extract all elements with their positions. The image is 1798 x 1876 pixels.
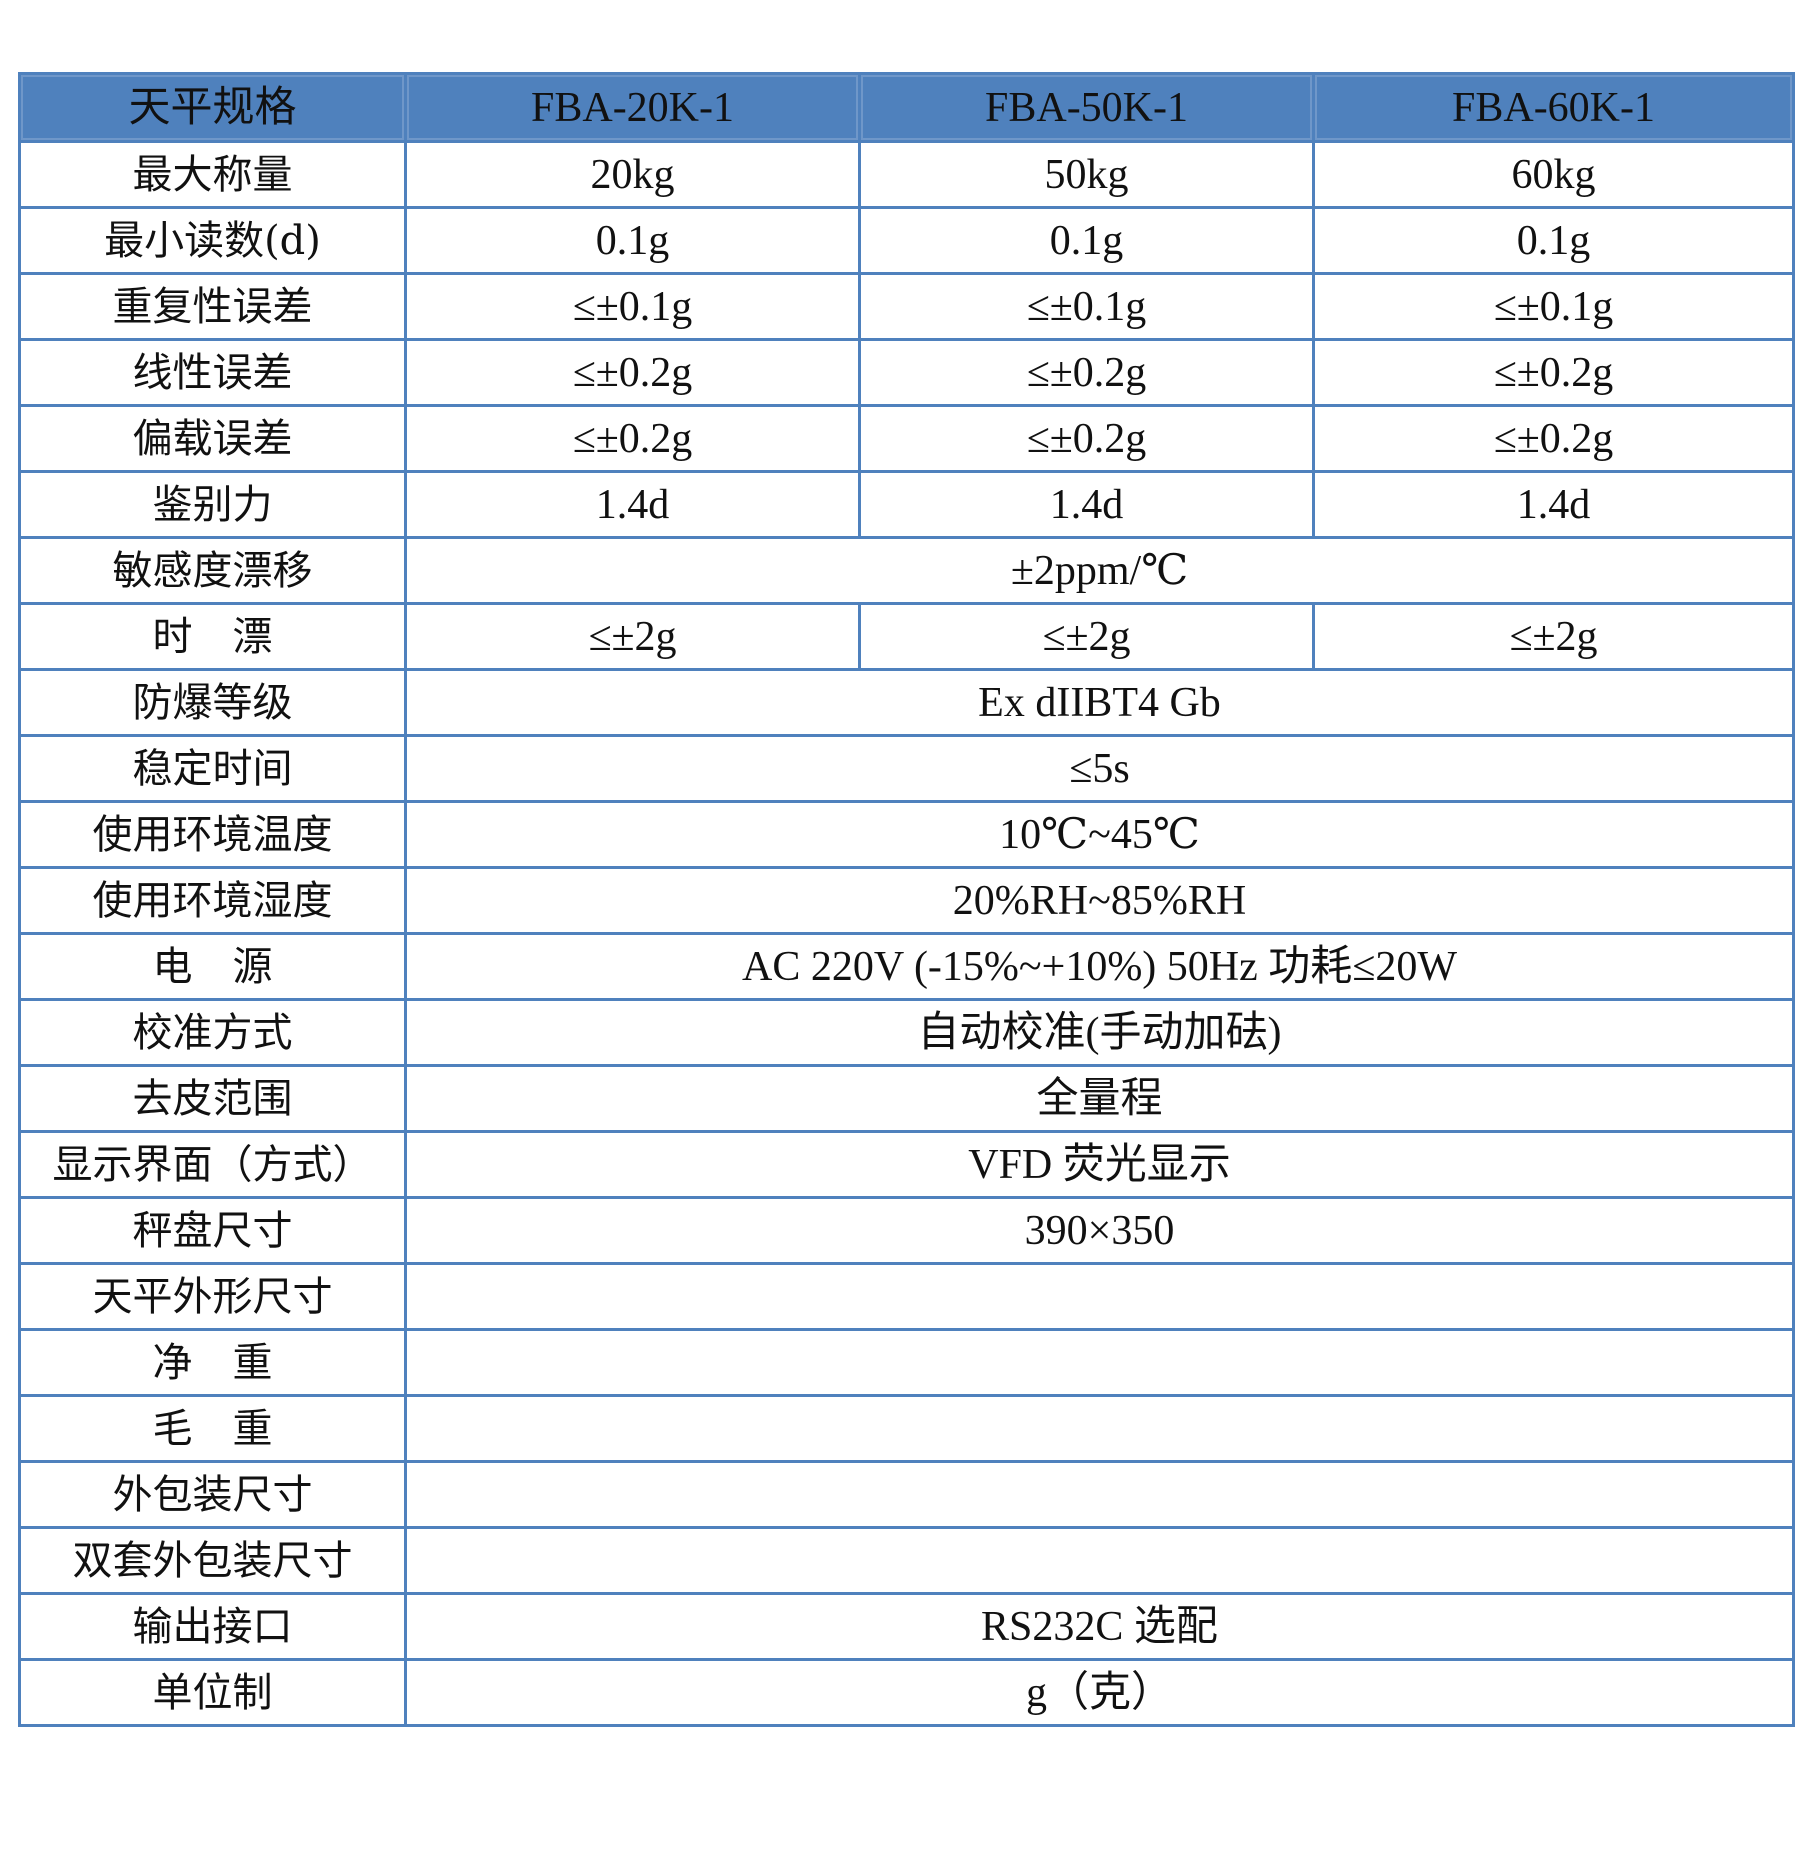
- value-cell: ≤±0.2g: [404, 404, 861, 473]
- row-label: 输出接口: [18, 1592, 407, 1661]
- row-label: 单位制: [18, 1658, 407, 1727]
- value-cell: ≤±0.2g: [858, 404, 1315, 473]
- table-row: 时 漂 ≤±2g ≤±2g ≤±2g: [18, 602, 1795, 671]
- row-label: 线性误差: [18, 338, 407, 407]
- merged-value-cell: Ex dIIBT4 Gb: [404, 668, 1795, 737]
- merged-value-cell: [404, 1394, 1795, 1463]
- header-row: 天平规格 FBA-20K-1 FBA-50K-1 FBA-60K-1: [18, 72, 1795, 143]
- table-row: 双套外包装尺寸: [18, 1526, 1795, 1595]
- table-row: 显示界面（方式） VFD 荧光显示: [18, 1130, 1795, 1199]
- row-label: 鉴别力: [18, 470, 407, 539]
- row-label: 防爆等级: [18, 668, 407, 737]
- table-row: 使用环境温度 10℃~45℃: [18, 800, 1795, 869]
- value-cell: 50kg: [858, 140, 1315, 209]
- row-label: 天平外形尺寸: [18, 1262, 407, 1331]
- table-row: 去皮范围 全量程: [18, 1064, 1795, 1133]
- row-label: 校准方式: [18, 998, 407, 1067]
- table-row: 最小读数(d) 0.1g 0.1g 0.1g: [18, 206, 1795, 275]
- header-cell-spec: 天平规格: [18, 72, 407, 143]
- row-label: 偏载误差: [18, 404, 407, 473]
- value-cell: ≤±0.1g: [404, 272, 861, 341]
- table-row: 校准方式 自动校准(手动加砝): [18, 998, 1795, 1067]
- value-cell: ≤±0.1g: [1312, 272, 1795, 341]
- merged-value-cell: ±2ppm/℃: [404, 536, 1795, 605]
- value-cell: 0.1g: [404, 206, 861, 275]
- row-label: 敏感度漂移: [18, 536, 407, 605]
- row-label: 毛 重: [18, 1394, 407, 1463]
- merged-value-cell: [404, 1526, 1795, 1595]
- table-row: 防爆等级 Ex dIIBT4 Gb: [18, 668, 1795, 737]
- row-label: 外包装尺寸: [18, 1460, 407, 1529]
- merged-value-cell: ≤5s: [404, 734, 1795, 803]
- value-cell: ≤±2g: [1312, 602, 1795, 671]
- table-row: 线性误差 ≤±0.2g ≤±0.2g ≤±0.2g: [18, 338, 1795, 407]
- row-label: 净 重: [18, 1328, 407, 1397]
- row-label: 电 源: [18, 932, 407, 1001]
- row-label: 时 漂: [18, 602, 407, 671]
- merged-value-cell: AC 220V (-15%~+10%) 50Hz 功耗≤20W: [404, 932, 1795, 1001]
- table-row: 净 重: [18, 1328, 1795, 1397]
- value-cell: ≤±0.2g: [858, 338, 1315, 407]
- table-row: 秤盘尺寸 390×350: [18, 1196, 1795, 1265]
- row-label: 使用环境湿度: [18, 866, 407, 935]
- table-row: 单位制 g（克）: [18, 1658, 1795, 1727]
- table-row: 电 源 AC 220V (-15%~+10%) 50Hz 功耗≤20W: [18, 932, 1795, 1001]
- value-cell: 0.1g: [858, 206, 1315, 275]
- row-label: 显示界面（方式）: [18, 1130, 407, 1199]
- row-label: 秤盘尺寸: [18, 1196, 407, 1265]
- row-label: 稳定时间: [18, 734, 407, 803]
- value-cell: ≤±0.2g: [1312, 338, 1795, 407]
- table-row: 使用环境湿度 20%RH~85%RH: [18, 866, 1795, 935]
- header-cell-model-50k: FBA-50K-1: [858, 72, 1315, 143]
- table-row: 敏感度漂移 ±2ppm/℃: [18, 536, 1795, 605]
- header-cell-model-20k: FBA-20K-1: [404, 72, 861, 143]
- merged-value-cell: 自动校准(手动加砝): [404, 998, 1795, 1067]
- row-label: 重复性误差: [18, 272, 407, 341]
- row-label: 最小读数(d): [18, 206, 407, 275]
- merged-value-cell: 20%RH~85%RH: [404, 866, 1795, 935]
- value-cell: 60kg: [1312, 140, 1795, 209]
- merged-value-cell: g（克）: [404, 1658, 1795, 1727]
- merged-value-cell: RS232C 选配: [404, 1592, 1795, 1661]
- merged-value-cell: 390×350: [404, 1196, 1795, 1265]
- value-cell: ≤±2g: [404, 602, 861, 671]
- table-row: 外包装尺寸: [18, 1460, 1795, 1529]
- value-cell: ≤±0.1g: [858, 272, 1315, 341]
- table-row: 输出接口 RS232C 选配: [18, 1592, 1795, 1661]
- merged-value-cell: [404, 1460, 1795, 1529]
- table-row: 重复性误差 ≤±0.1g ≤±0.1g ≤±0.1g: [18, 272, 1795, 341]
- row-label: 双套外包装尺寸: [18, 1526, 407, 1595]
- merged-value-cell: 全量程: [404, 1064, 1795, 1133]
- table-row: 稳定时间 ≤5s: [18, 734, 1795, 803]
- value-cell: 1.4d: [404, 470, 861, 539]
- spec-table: 天平规格 FBA-20K-1 FBA-50K-1 FBA-60K-1 最大称量 2…: [18, 72, 1795, 1727]
- header-cell-model-60k: FBA-60K-1: [1312, 72, 1795, 143]
- value-cell: 1.4d: [1312, 470, 1795, 539]
- value-cell: ≤±0.2g: [1312, 404, 1795, 473]
- merged-value-cell: 10℃~45℃: [404, 800, 1795, 869]
- value-cell: 1.4d: [858, 470, 1315, 539]
- table-row: 最大称量 20kg 50kg 60kg: [18, 140, 1795, 209]
- merged-value-cell: [404, 1328, 1795, 1397]
- value-cell: 0.1g: [1312, 206, 1795, 275]
- table-row: 毛 重: [18, 1394, 1795, 1463]
- table-row: 天平外形尺寸: [18, 1262, 1795, 1331]
- row-label: 使用环境温度: [18, 800, 407, 869]
- value-cell: ≤±0.2g: [404, 338, 861, 407]
- row-label: 去皮范围: [18, 1064, 407, 1133]
- table-row: 偏载误差 ≤±0.2g ≤±0.2g ≤±0.2g: [18, 404, 1795, 473]
- table-header: 天平规格 FBA-20K-1 FBA-50K-1 FBA-60K-1: [18, 72, 1795, 143]
- row-label: 最大称量: [18, 140, 407, 209]
- table-row: 鉴别力 1.4d 1.4d 1.4d: [18, 470, 1795, 539]
- merged-value-cell: VFD 荧光显示: [404, 1130, 1795, 1199]
- table-body: 最大称量 20kg 50kg 60kg 最小读数(d) 0.1g 0.1g 0.1g 重复性误差…: [18, 140, 1795, 1727]
- value-cell: ≤±2g: [858, 602, 1315, 671]
- merged-value-cell: [404, 1262, 1795, 1331]
- value-cell: 20kg: [404, 140, 861, 209]
